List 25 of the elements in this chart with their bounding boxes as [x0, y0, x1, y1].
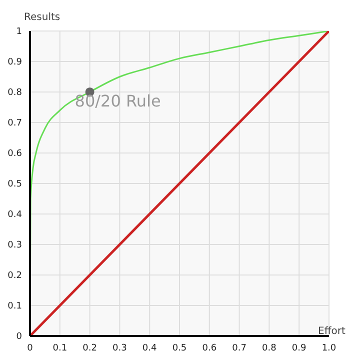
y-tick-label: 0.9 — [8, 58, 22, 68]
y-tick-label: 1 — [16, 27, 22, 38]
y-tick-label: 0.6 — [8, 149, 22, 160]
y-axis-title: Results — [24, 12, 60, 23]
x-tick-label: 0.9 — [292, 343, 307, 354]
x-tick-label: 0.1 — [52, 343, 68, 354]
x-tick-label: 0.5 — [172, 343, 187, 354]
y-tick-label: 0.5 — [8, 180, 22, 190]
x-tick-label: 0.6 — [202, 343, 217, 354]
x-tick-label: 1.0 — [322, 343, 336, 354]
y-tick-label: 0.2 — [8, 271, 22, 282]
x-tick-label: 0.2 — [82, 343, 97, 354]
x-axis-title: Effort — [318, 326, 346, 337]
y-tick-label: 0.8 — [8, 88, 22, 98]
y-tick-label: 0.3 — [8, 240, 22, 251]
y-tick-label: 0.1 — [8, 302, 22, 312]
x-tick-label: 0.4 — [142, 343, 158, 354]
y-tick-label: 0.7 — [8, 118, 22, 129]
annotation: 80/20 Rule — [74, 91, 161, 110]
x-tick-label: 0 — [27, 343, 34, 354]
y-tick-label: 0 — [16, 332, 22, 342]
x-tick-label: 0.7 — [232, 343, 246, 354]
y-tick-label: 0.4 — [8, 210, 22, 220]
x-tick-label: 0.8 — [262, 343, 277, 354]
x-tick-label: 0.3 — [112, 343, 127, 354]
